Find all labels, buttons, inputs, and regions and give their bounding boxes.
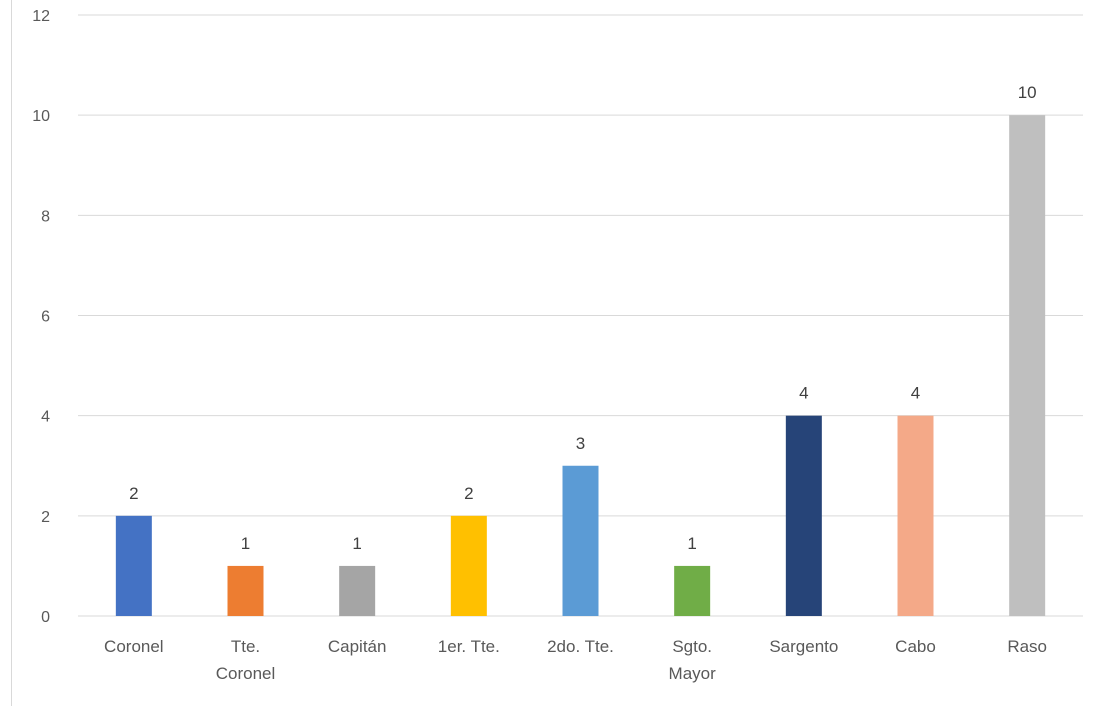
x-category-label: Mayor [669,664,717,683]
data-label: 1 [352,534,361,553]
y-axis: 0 2 4 6 8 10 12 [32,8,50,626]
y-tick-label: 12 [32,8,50,25]
x-category-label: 1er. Tte. [438,637,500,656]
data-label: 10 [1018,83,1037,102]
x-category-label: Sgto. [672,637,712,656]
x-category-label: Tte. [231,637,260,656]
data-labels: 2 1 1 2 3 1 4 4 10 [129,83,1037,553]
data-label: 4 [799,384,808,403]
bar [785,415,822,616]
bar [339,565,376,616]
bar [674,565,711,616]
data-label: 2 [129,484,138,503]
bar [562,465,599,616]
y-tick-label: 10 [32,108,50,125]
x-category-label: Cabo [895,637,936,656]
data-label: 1 [687,534,696,553]
y-tick-label: 8 [41,208,50,225]
x-category-label: Coronel [104,637,164,656]
y-tick-label: 0 [41,609,50,626]
bar [1009,115,1046,617]
bar [450,515,487,616]
data-label: 1 [241,534,250,553]
data-label: 4 [911,384,920,403]
y-tick-label: 2 [41,509,50,526]
bar [227,565,264,616]
x-category-label: Capitán [328,637,387,656]
y-tick-label: 6 [41,309,50,326]
data-label: 3 [576,434,585,453]
bar-series [115,115,1046,617]
x-category-label: Coronel [216,664,276,683]
x-category-label: 2do. Tte. [547,637,614,656]
bar [115,515,152,616]
x-category-label: Raso [1007,637,1047,656]
data-label: 2 [464,484,473,503]
x-category-label: Sargento [769,637,838,656]
bar [897,415,934,616]
y-tick-label: 4 [41,409,50,426]
chart-frame-left-border [11,0,12,706]
x-axis: Coronel Tte. Coronel Capitán 1er. Tte. 2do. T… [104,637,1047,683]
